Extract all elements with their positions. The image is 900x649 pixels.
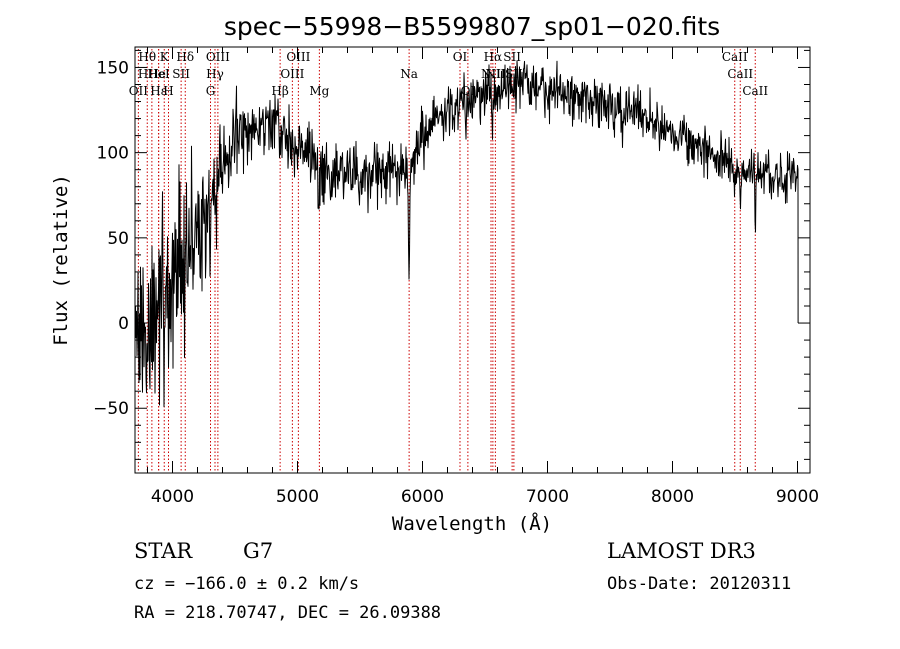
line-label-14: Na <box>400 67 418 81</box>
line-label-12: Hγ <box>206 67 224 81</box>
y-tick-label-3: 100 <box>97 144 129 164</box>
line-label-15: NII <box>481 67 501 81</box>
x-tick-label-0: 4000 <box>151 487 194 507</box>
line-label-26: CaII <box>742 84 768 98</box>
line-label-10: HeI <box>147 67 170 81</box>
x-axis-label: Wavelength (Å) <box>392 512 552 535</box>
x-tick-label-5: 9000 <box>776 487 819 507</box>
observation-date: Obs-Date: 20120311 <box>607 574 792 594</box>
line-label-17: SII <box>505 67 523 81</box>
line-label-3: OIII <box>206 50 230 64</box>
x-tick-label-3: 7000 <box>526 487 569 507</box>
spectrum-line <box>134 60 799 408</box>
line-label-21: H <box>163 84 173 98</box>
line-label-9: HHe <box>138 67 166 81</box>
y-tick-label-0: −50 <box>93 399 129 419</box>
line-label-13: OIII <box>280 67 304 81</box>
y-tick-label-1: 0 <box>118 314 129 334</box>
line-label-1: K <box>160 50 170 64</box>
survey-name: LAMOST DR3 <box>607 539 756 563</box>
line-label-4: OIII <box>286 50 310 64</box>
object-subclass: G7 <box>243 539 274 563</box>
line-label-7: SII <box>503 50 521 64</box>
x-tick-label-4: 8000 <box>651 487 694 507</box>
axes-ticks: 4000 5000 6000 7000 8000 9000 −50 0 50 100 150 <box>93 47 819 507</box>
x-tick-label-1: 5000 <box>276 487 319 507</box>
line-label-25: OI <box>461 84 476 98</box>
y-tick-label-4: 150 <box>97 58 129 78</box>
y-tick-label-2: 50 <box>107 229 129 249</box>
line-label-18: CaII <box>727 67 753 81</box>
line-label-16: NII <box>485 67 505 81</box>
object-class: STAR <box>134 539 193 563</box>
line-label-22: G <box>206 84 216 98</box>
line-label-2: Hδ <box>176 50 194 64</box>
line-label-23: Hβ <box>271 84 288 98</box>
line-label-19: OII <box>129 84 149 98</box>
line-label-5: OI <box>453 50 468 64</box>
line-label-8: CaII <box>722 50 748 64</box>
spectrum-layer <box>134 60 799 408</box>
y-axis-label: Flux (relative) <box>50 174 72 346</box>
line-label-24: Mg <box>309 84 329 98</box>
line-label-11: SII <box>172 67 190 81</box>
coordinates-text: RA = 218.70747, DEC = 26.09388 <box>134 603 442 623</box>
redshift-text: cz = −166.0 ± 0.2 km/s <box>134 574 360 594</box>
chart-title: spec−55998−B5599807_sp01−020.fits <box>224 12 720 41</box>
line-label-0: Hθ <box>138 50 156 64</box>
x-tick-label-2: 6000 <box>401 487 444 507</box>
line-label-6: Hα <box>484 50 503 64</box>
line-label-20: Hε <box>150 84 167 98</box>
